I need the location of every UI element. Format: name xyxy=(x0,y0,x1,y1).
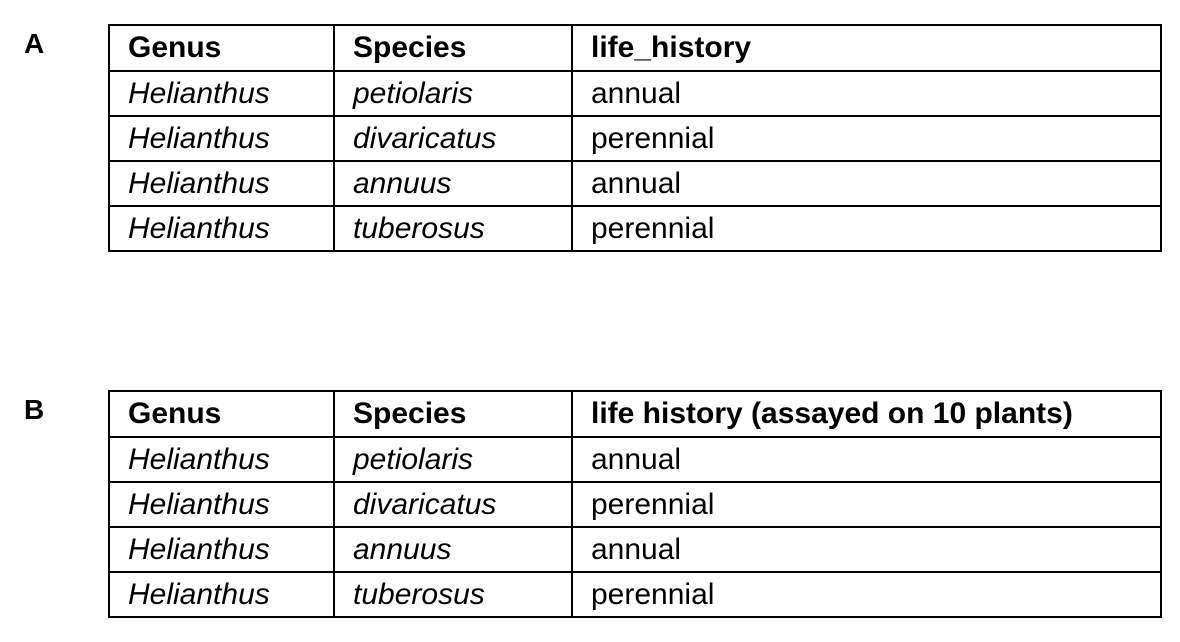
cell-life-history: perennial xyxy=(571,115,1162,162)
table-row: Helianthus annuus annual xyxy=(108,526,1162,573)
cell-species: divaricatus xyxy=(333,481,573,528)
header-row: Genus Species life_history xyxy=(108,24,1162,72)
panel-label-a: A xyxy=(24,28,45,59)
cell-life-history: perennial xyxy=(571,481,1162,528)
table-b: Genus Species life history (assayed on 1… xyxy=(108,390,1162,618)
table-row: Helianthus annuus annual xyxy=(108,160,1162,207)
table-row: Helianthus petiolaris annual xyxy=(108,436,1162,483)
cell-life-history: annual xyxy=(571,70,1162,117)
table-a: Genus Species life_history Helianthus pe… xyxy=(108,24,1162,252)
cell-life-history: annual xyxy=(571,436,1162,483)
header-species: Species xyxy=(333,24,573,72)
header-life-history: life history (assayed on 10 plants) xyxy=(571,390,1162,438)
cell-species: annuus xyxy=(333,526,573,573)
table-row: Helianthus tuberosus perennial xyxy=(108,571,1162,618)
table-row: Helianthus tuberosus perennial xyxy=(108,205,1162,252)
cell-genus: Helianthus xyxy=(108,115,335,162)
cell-life-history: perennial xyxy=(571,571,1162,618)
cell-species: annuus xyxy=(333,160,573,207)
header-genus: Genus xyxy=(108,24,335,72)
cell-life-history: perennial xyxy=(571,205,1162,252)
header-species: Species xyxy=(333,390,573,438)
cell-genus: Helianthus xyxy=(108,70,335,117)
cell-species: petiolaris xyxy=(333,436,573,483)
cell-species: tuberosus xyxy=(333,205,573,252)
header-genus: Genus xyxy=(108,390,335,438)
cell-genus: Helianthus xyxy=(108,571,335,618)
cell-life-history: annual xyxy=(571,160,1162,207)
table-row: Helianthus divaricatus perennial xyxy=(108,481,1162,528)
cell-genus: Helianthus xyxy=(108,481,335,528)
header-life-history: life_history xyxy=(571,24,1162,72)
cell-species: divaricatus xyxy=(333,115,573,162)
cell-life-history: annual xyxy=(571,526,1162,573)
header-row: Genus Species life history (assayed on 1… xyxy=(108,390,1162,438)
cell-genus: Helianthus xyxy=(108,436,335,483)
panel-label-b: B xyxy=(24,394,45,425)
cell-genus: Helianthus xyxy=(108,205,335,252)
table-row: Helianthus divaricatus perennial xyxy=(108,115,1162,162)
cell-genus: Helianthus xyxy=(108,160,335,207)
cell-species: tuberosus xyxy=(333,571,573,618)
table-row: Helianthus petiolaris annual xyxy=(108,70,1162,117)
cell-species: petiolaris xyxy=(333,70,573,117)
cell-genus: Helianthus xyxy=(108,526,335,573)
